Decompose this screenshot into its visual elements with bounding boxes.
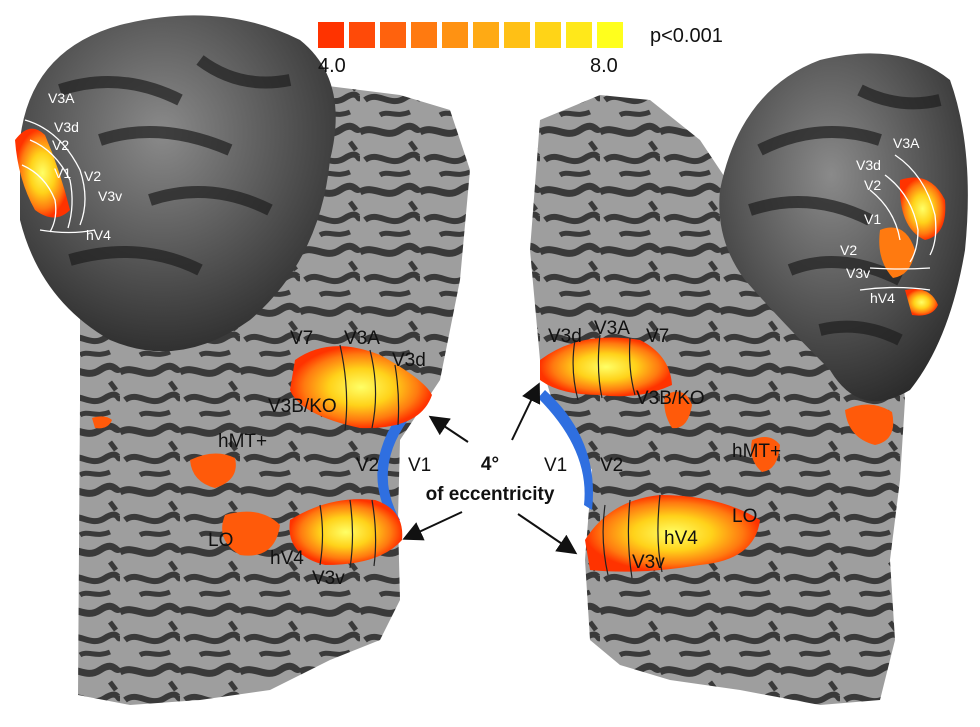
colorbar-threshold: p<0.001: [650, 25, 723, 47]
right-brain-sulci: [748, 84, 942, 346]
colorbar-swatch: [380, 22, 406, 48]
right-flatmap: V3d V3A V7 V3B/KO hMT+ V1 V2 LO hV4 V3v: [530, 95, 905, 705]
arrow-upper-right: [511, 382, 541, 441]
left-label-6: V1: [408, 455, 431, 476]
right-label-4: hMT+: [732, 441, 781, 462]
left-activation-lo: [222, 511, 280, 556]
left-label-8: hV4: [270, 548, 304, 569]
eccentricity-line2: of eccentricity: [426, 484, 555, 505]
right-label-0: V3d: [548, 326, 582, 347]
left-label-4: hMT+: [218, 431, 267, 452]
left-label-9: V3v: [312, 568, 345, 589]
arrow-lower-right: [517, 513, 578, 555]
right-brain-activation-3: [905, 289, 938, 316]
right-inflated-brain: V3A V3d V2 V1 V2 V3v hV4: [719, 53, 968, 402]
left-activation-small: [92, 416, 112, 429]
right-brain-label-4: V2: [840, 242, 857, 258]
eccentricity-annotation: 4° of eccentricity: [402, 382, 578, 555]
left-brain-label-6: hV4: [86, 227, 111, 243]
colorbar-max-label: 8.0: [590, 55, 618, 77]
colorbar-swatches: [318, 22, 623, 48]
right-brain-label-2: V2: [864, 177, 881, 193]
right-label-3: V3B/KO: [636, 388, 705, 409]
left-roi-borders: [319, 344, 400, 569]
colorbar: p<0.001 4.0 8.0: [318, 22, 723, 77]
left-label-7: LO: [208, 530, 233, 551]
right-brain-label-5: V3v: [846, 265, 870, 281]
left-label-3: V3B/KO: [268, 396, 337, 417]
left-brain-label-3: V1: [54, 165, 71, 181]
right-roi-borders: [572, 334, 663, 579]
left-label-1: V3A: [344, 328, 380, 349]
left-eccentricity-band: [377, 415, 408, 525]
left-brain-label-1: V3d: [54, 119, 79, 135]
colorbar-swatch: [504, 22, 530, 48]
right-brain-activation-2: [879, 227, 915, 278]
colorbar-swatch: [349, 22, 375, 48]
colorbar-swatch: [318, 22, 344, 48]
right-label-2: V7: [646, 326, 669, 347]
left-brain-label-4: V2: [84, 168, 101, 184]
eccentricity-line1: 4°: [481, 454, 499, 475]
right-brain-label-3: V1: [864, 211, 881, 227]
right-label-5: V1: [544, 455, 567, 476]
left-activation-dorsal: [290, 346, 432, 429]
arrow-upper-left: [428, 415, 469, 443]
colorbar-swatch: [535, 22, 561, 48]
right-activation-hmt: [751, 436, 780, 472]
left-brain-label-0: V3A: [48, 90, 75, 106]
colorbar-swatch: [411, 22, 437, 48]
colorbar-swatch: [597, 22, 623, 48]
left-brain-label-2: V2: [52, 137, 69, 153]
left-brain-sulci: [58, 55, 292, 276]
left-inflated-brain: V3A V3d V2 V1 V2 V3v hV4: [15, 15, 336, 352]
left-brain-roi-borders: [21, 119, 96, 234]
right-label-8: hV4: [664, 528, 698, 549]
left-activation-hmt: [190, 453, 236, 488]
right-brain-label-1: V3d: [856, 157, 881, 173]
right-brain-roi-borders: [859, 154, 937, 291]
colorbar-swatch: [566, 22, 592, 48]
right-brain-label-6: hV4: [870, 290, 895, 306]
right-label-1: V3A: [594, 318, 630, 339]
colorbar-min-label: 4.0: [318, 55, 346, 77]
right-eccentricity-band: [538, 390, 594, 510]
arrow-lower-left: [402, 511, 463, 541]
right-activation-edge: [845, 404, 894, 445]
left-label-0: V7: [290, 328, 313, 349]
left-label-2: V3d: [392, 350, 426, 371]
right-brain-activation-1: [899, 177, 946, 240]
left-brain-activation: [15, 128, 70, 218]
colorbar-swatch: [442, 22, 468, 48]
left-brain-label-5: V3v: [98, 188, 122, 204]
right-label-9: V3v: [632, 552, 665, 573]
colorbar-swatch: [473, 22, 499, 48]
left-brain-surface: [20, 15, 336, 352]
right-label-6: V2: [600, 455, 623, 476]
right-label-7: LO: [732, 506, 757, 527]
right-activation-v3b: [664, 391, 692, 429]
left-label-5: V2: [356, 455, 379, 476]
right-brain-label-0: V3A: [893, 135, 920, 151]
